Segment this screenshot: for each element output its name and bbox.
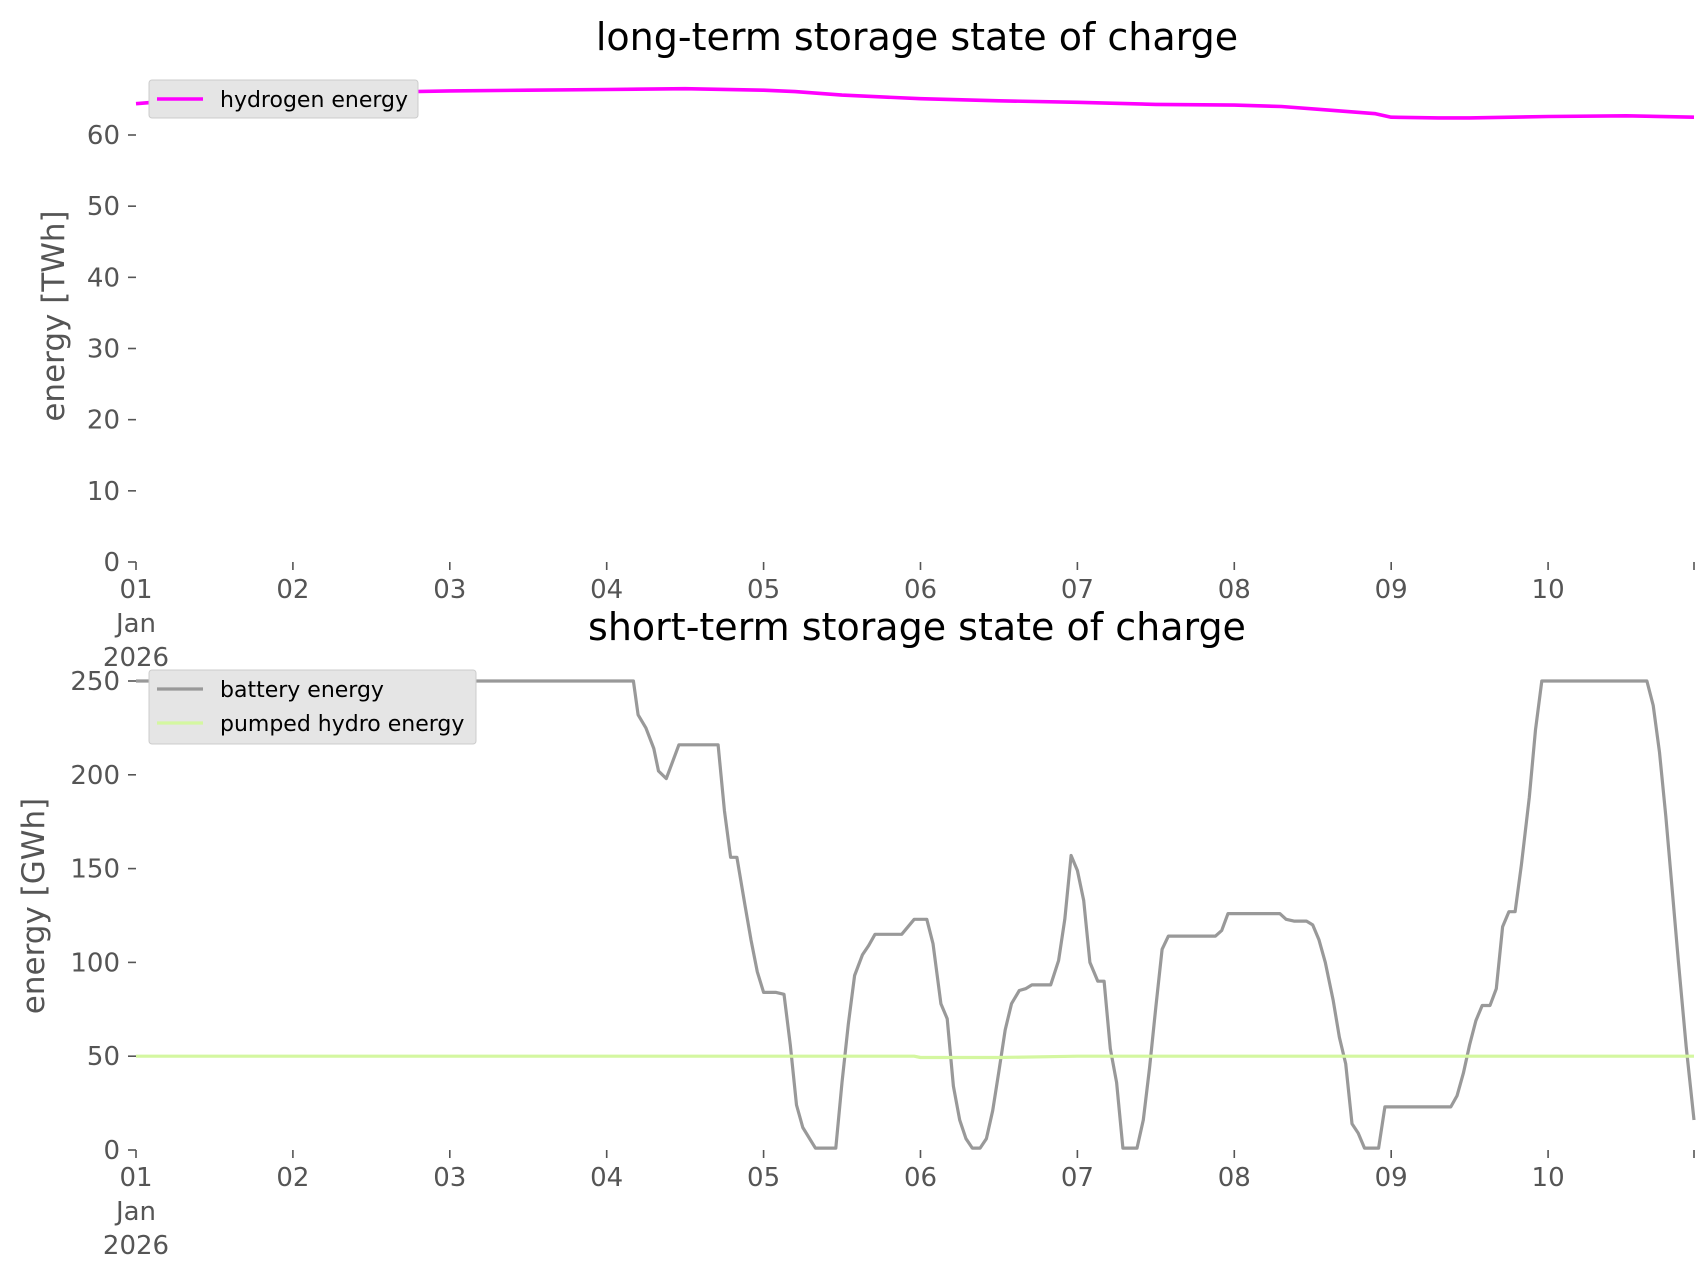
x-tick-label: 07 [1061,575,1094,605]
legend-label: hydrogen energy [220,88,408,113]
x-axis-ticks: 01 Jan 2026 02 03 04 05 06 07 08 09 10 [103,1150,1695,1261]
y-tick-label: 250 [70,667,120,697]
legend-label: pumped hydro energy [220,712,464,737]
y-tick-label: 100 [70,948,120,978]
x-tick-label: 10 [1532,575,1565,605]
x-tick-label: 02 [276,575,309,605]
x-tick-label: 01 Jan 2026 [103,575,169,673]
x-tick-label: 06 [904,575,937,605]
long-term-storage-chart: long-term storage state of charge energy… [36,15,1695,673]
x-tick-label: 02 [276,1163,309,1193]
y-tick-label: 60 [87,121,120,151]
x-tick-label: 03 [433,1163,466,1193]
legend-label: battery energy [220,678,384,703]
y-tick-label: 10 [87,477,120,507]
x-tick-label: 10 [1532,1163,1565,1193]
legend-box [148,669,477,745]
legend-box [148,79,419,119]
y-tick-label: 50 [87,192,120,222]
chart-title: short-term storage state of charge [588,605,1246,649]
y-tick-label: 150 [70,855,120,885]
y-tick-label: 50 [87,1042,120,1072]
x-tick-label: 04 [590,575,623,605]
short-term-storage-chart: short-term storage state of charge energ… [16,605,1696,1261]
x-tick-label: 07 [1061,1163,1094,1193]
legend: hydrogen energy [148,79,419,119]
x-tick-label: 05 [747,575,780,605]
x-tick-label: 03 [433,575,466,605]
x-tick-label: 09 [1375,575,1408,605]
y-tick-label: 0 [103,548,120,578]
x-axis-ticks: 01 Jan 2026 02 03 04 05 06 07 08 09 10 [103,562,1695,673]
y-tick-label: 30 [87,335,120,365]
x-tick-label: 08 [1218,575,1251,605]
series-line-hydrogen-energy [135,86,1695,120]
x-tick-label: 08 [1218,1163,1251,1193]
y-axis-ticks: 0 10 20 30 40 50 60 [87,121,136,578]
chart-title: long-term storage state of charge [596,15,1238,59]
y-tick-label: 200 [70,761,120,791]
x-tick-label: 06 [904,1163,937,1193]
series-line-pumped-hydro-energy [136,1054,1694,1060]
x-tick-label: 05 [747,1163,780,1193]
y-axis-label: energy [TWh] [36,210,72,421]
y-tick-label: 0 [103,1136,120,1166]
x-tick-label: 01 Jan 2026 [103,1163,169,1261]
series-layer [135,86,1695,120]
y-axis-ticks: 0 50 100 150 200 250 [70,667,136,1166]
y-axis-label: energy [GWh] [16,798,52,1014]
series-layer [136,679,1696,1150]
y-tick-label: 20 [87,406,120,436]
series-line-battery-energy [136,679,1696,1150]
x-tick-label: 04 [590,1163,623,1193]
legend: battery energy pumped hydro energy [148,669,477,745]
y-tick-label: 40 [87,263,120,293]
x-tick-label: 09 [1375,1163,1408,1193]
